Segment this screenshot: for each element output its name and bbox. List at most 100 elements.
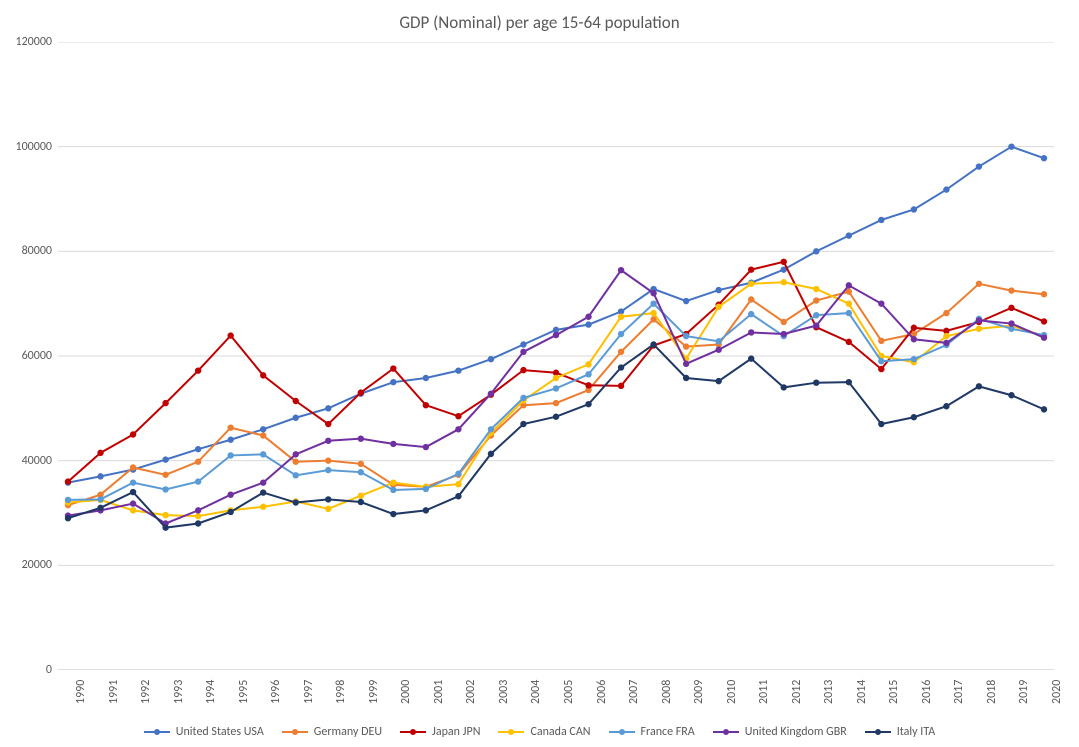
x-tick-label: 2007 xyxy=(625,680,641,704)
legend-item: Canada CAN xyxy=(498,725,590,739)
series-marker xyxy=(715,304,721,310)
series-marker xyxy=(1008,143,1014,149)
legend-label: Germany DEU xyxy=(314,725,382,739)
series-marker xyxy=(65,478,71,484)
series-marker xyxy=(813,297,819,303)
series-marker xyxy=(553,400,559,406)
x-tick-label: 2001 xyxy=(430,680,446,704)
series-marker xyxy=(325,438,331,444)
series-marker xyxy=(976,281,982,287)
series-marker xyxy=(325,496,331,502)
series-marker xyxy=(293,459,299,465)
x-tick-label: 1996 xyxy=(267,680,283,704)
x-tick-label: 1991 xyxy=(105,680,121,704)
series-marker xyxy=(1008,305,1014,311)
series-marker xyxy=(520,341,526,347)
series-marker xyxy=(162,456,168,462)
series-marker xyxy=(227,509,233,515)
series-marker xyxy=(1008,392,1014,398)
legend-item: Germany DEU xyxy=(282,725,382,739)
series-marker xyxy=(162,512,168,518)
series-marker xyxy=(846,339,852,345)
x-tick-label: 1993 xyxy=(170,680,186,704)
series-marker xyxy=(781,319,787,325)
series-marker xyxy=(618,349,624,355)
legend: United States USAGermany DEUJapan JPNCan… xyxy=(0,725,1079,739)
x-tick-label: 1997 xyxy=(300,680,316,704)
series-marker xyxy=(813,312,819,318)
series-marker xyxy=(358,469,364,475)
series-marker xyxy=(358,389,364,395)
series-marker xyxy=(358,435,364,441)
series-marker xyxy=(97,450,103,456)
y-tick-label: 120000 xyxy=(16,35,59,49)
series-marker xyxy=(618,364,624,370)
series-marker xyxy=(195,367,201,373)
series-marker xyxy=(227,332,233,338)
legend-swatch xyxy=(865,727,891,737)
legend-item: Italy ITA xyxy=(865,725,935,739)
series-marker xyxy=(781,279,787,285)
series-marker xyxy=(423,444,429,450)
series-marker xyxy=(162,400,168,406)
series-marker xyxy=(878,366,884,372)
y-tick-label: 60000 xyxy=(22,349,58,363)
x-tick-label: 2000 xyxy=(397,680,413,704)
series-marker xyxy=(976,163,982,169)
series-marker xyxy=(423,375,429,381)
series-marker xyxy=(943,403,949,409)
series-marker xyxy=(358,499,364,505)
series-marker xyxy=(325,467,331,473)
series-marker xyxy=(846,310,852,316)
series-marker xyxy=(585,314,591,320)
series-marker xyxy=(911,206,917,212)
series-marker xyxy=(618,267,624,273)
x-tick-label: 2009 xyxy=(690,680,706,704)
series-marker xyxy=(943,186,949,192)
x-tick-label: 2011 xyxy=(755,680,771,704)
x-tick-label: 1999 xyxy=(365,680,381,704)
series-marker xyxy=(520,367,526,373)
series-marker xyxy=(650,300,656,306)
series-marker xyxy=(650,341,656,347)
series-marker xyxy=(195,459,201,465)
series-marker xyxy=(390,441,396,447)
series-marker xyxy=(1041,334,1047,340)
series-marker xyxy=(390,365,396,371)
series-marker xyxy=(748,355,754,361)
x-tick-label: 2010 xyxy=(723,680,739,704)
x-tick-label: 1998 xyxy=(332,680,348,704)
series-marker xyxy=(683,361,689,367)
legend-swatch xyxy=(400,727,426,737)
series-marker xyxy=(553,332,559,338)
series-marker xyxy=(260,426,266,432)
series-marker xyxy=(260,489,266,495)
series-marker xyxy=(390,511,396,517)
series-marker xyxy=(813,248,819,254)
series-marker xyxy=(65,515,71,521)
series-marker xyxy=(390,479,396,485)
legend-label: United Kingdom GBR xyxy=(745,725,847,739)
series-marker xyxy=(227,452,233,458)
series-marker xyxy=(1008,287,1014,293)
series-line xyxy=(68,147,1044,483)
series-marker xyxy=(130,489,136,495)
series-marker xyxy=(618,314,624,320)
series-marker xyxy=(715,338,721,344)
series-marker xyxy=(520,421,526,427)
series-marker xyxy=(520,395,526,401)
series-marker xyxy=(390,379,396,385)
series-marker xyxy=(293,415,299,421)
series-marker xyxy=(130,479,136,485)
series-marker xyxy=(585,361,591,367)
series-marker xyxy=(260,432,266,438)
series-marker xyxy=(683,375,689,381)
x-tick-label: 2012 xyxy=(788,680,804,704)
series-marker xyxy=(748,266,754,272)
series-marker xyxy=(911,336,917,342)
series-marker xyxy=(97,473,103,479)
series-marker xyxy=(943,333,949,339)
series-marker xyxy=(748,329,754,335)
series-marker xyxy=(618,331,624,337)
series-marker xyxy=(455,367,461,373)
